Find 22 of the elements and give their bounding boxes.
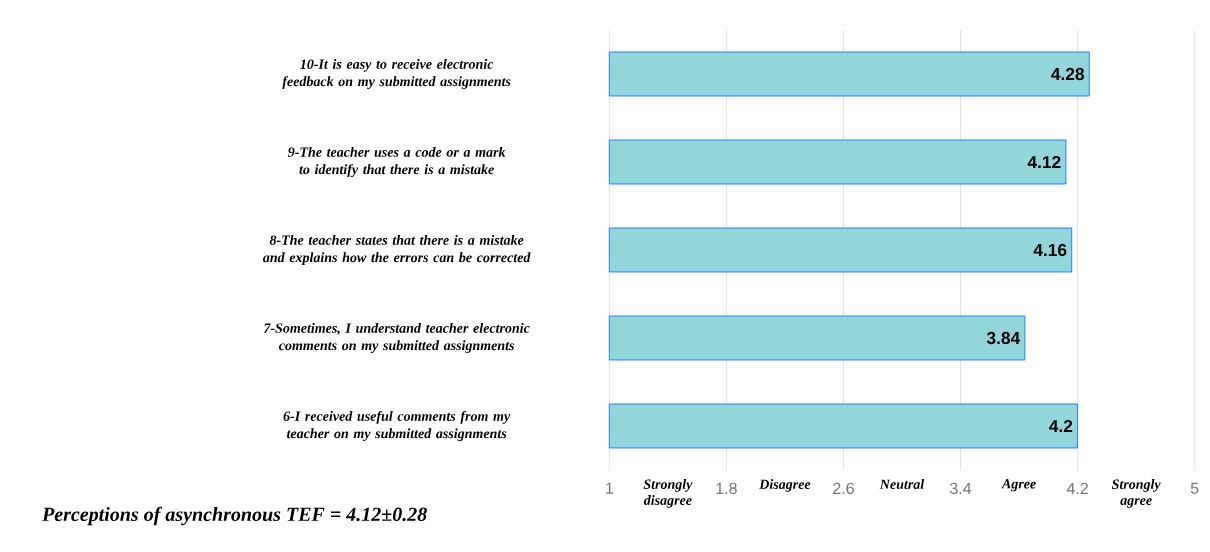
x-tick-label: 3.4 bbox=[950, 482, 972, 495]
data-label: 4.12 bbox=[1027, 155, 1061, 169]
text: Neutral bbox=[879, 479, 925, 489]
y-tick-label: 6-I received useful comments from my teacher on my submitted assignments bbox=[283, 410, 511, 442]
x-tick-label: 5 bbox=[1190, 482, 1199, 494]
y-tick-label: 9-The teacher uses a code or a mark to identify that there is a mistake bbox=[287, 146, 506, 178]
text: Strongly agree bbox=[1111, 479, 1161, 508]
x-tick-label: 2.6 bbox=[833, 482, 854, 495]
data-label: 3.84 bbox=[986, 331, 1021, 345]
data-label: 4.28 bbox=[1051, 67, 1085, 81]
text: Disagree bbox=[759, 479, 811, 492]
x-tick-label: 1.8 bbox=[716, 482, 737, 495]
x-tick-label: 4.2 bbox=[1066, 482, 1088, 494]
text: Perceptions of asynchronous TEF = 4.12±0.28 bbox=[42, 506, 427, 526]
y-tick-label: 10-It is easy to receive electronic feedback on my submitted assignments bbox=[282, 58, 511, 90]
data-label: 4.16 bbox=[1033, 243, 1067, 257]
text: Strongly disagree bbox=[643, 479, 693, 508]
x-tick-label: 1 bbox=[606, 482, 613, 494]
data-label: 4.2 bbox=[1049, 419, 1073, 433]
text: Agree bbox=[1001, 479, 1036, 492]
y-tick-label: 8-The teacher states that there is a mistake and explains how the errors can be corrected bbox=[263, 235, 531, 265]
y-tick-label: 7-Sometimes, I understand teacher electronic comments on my submitted assignments bbox=[264, 322, 530, 354]
